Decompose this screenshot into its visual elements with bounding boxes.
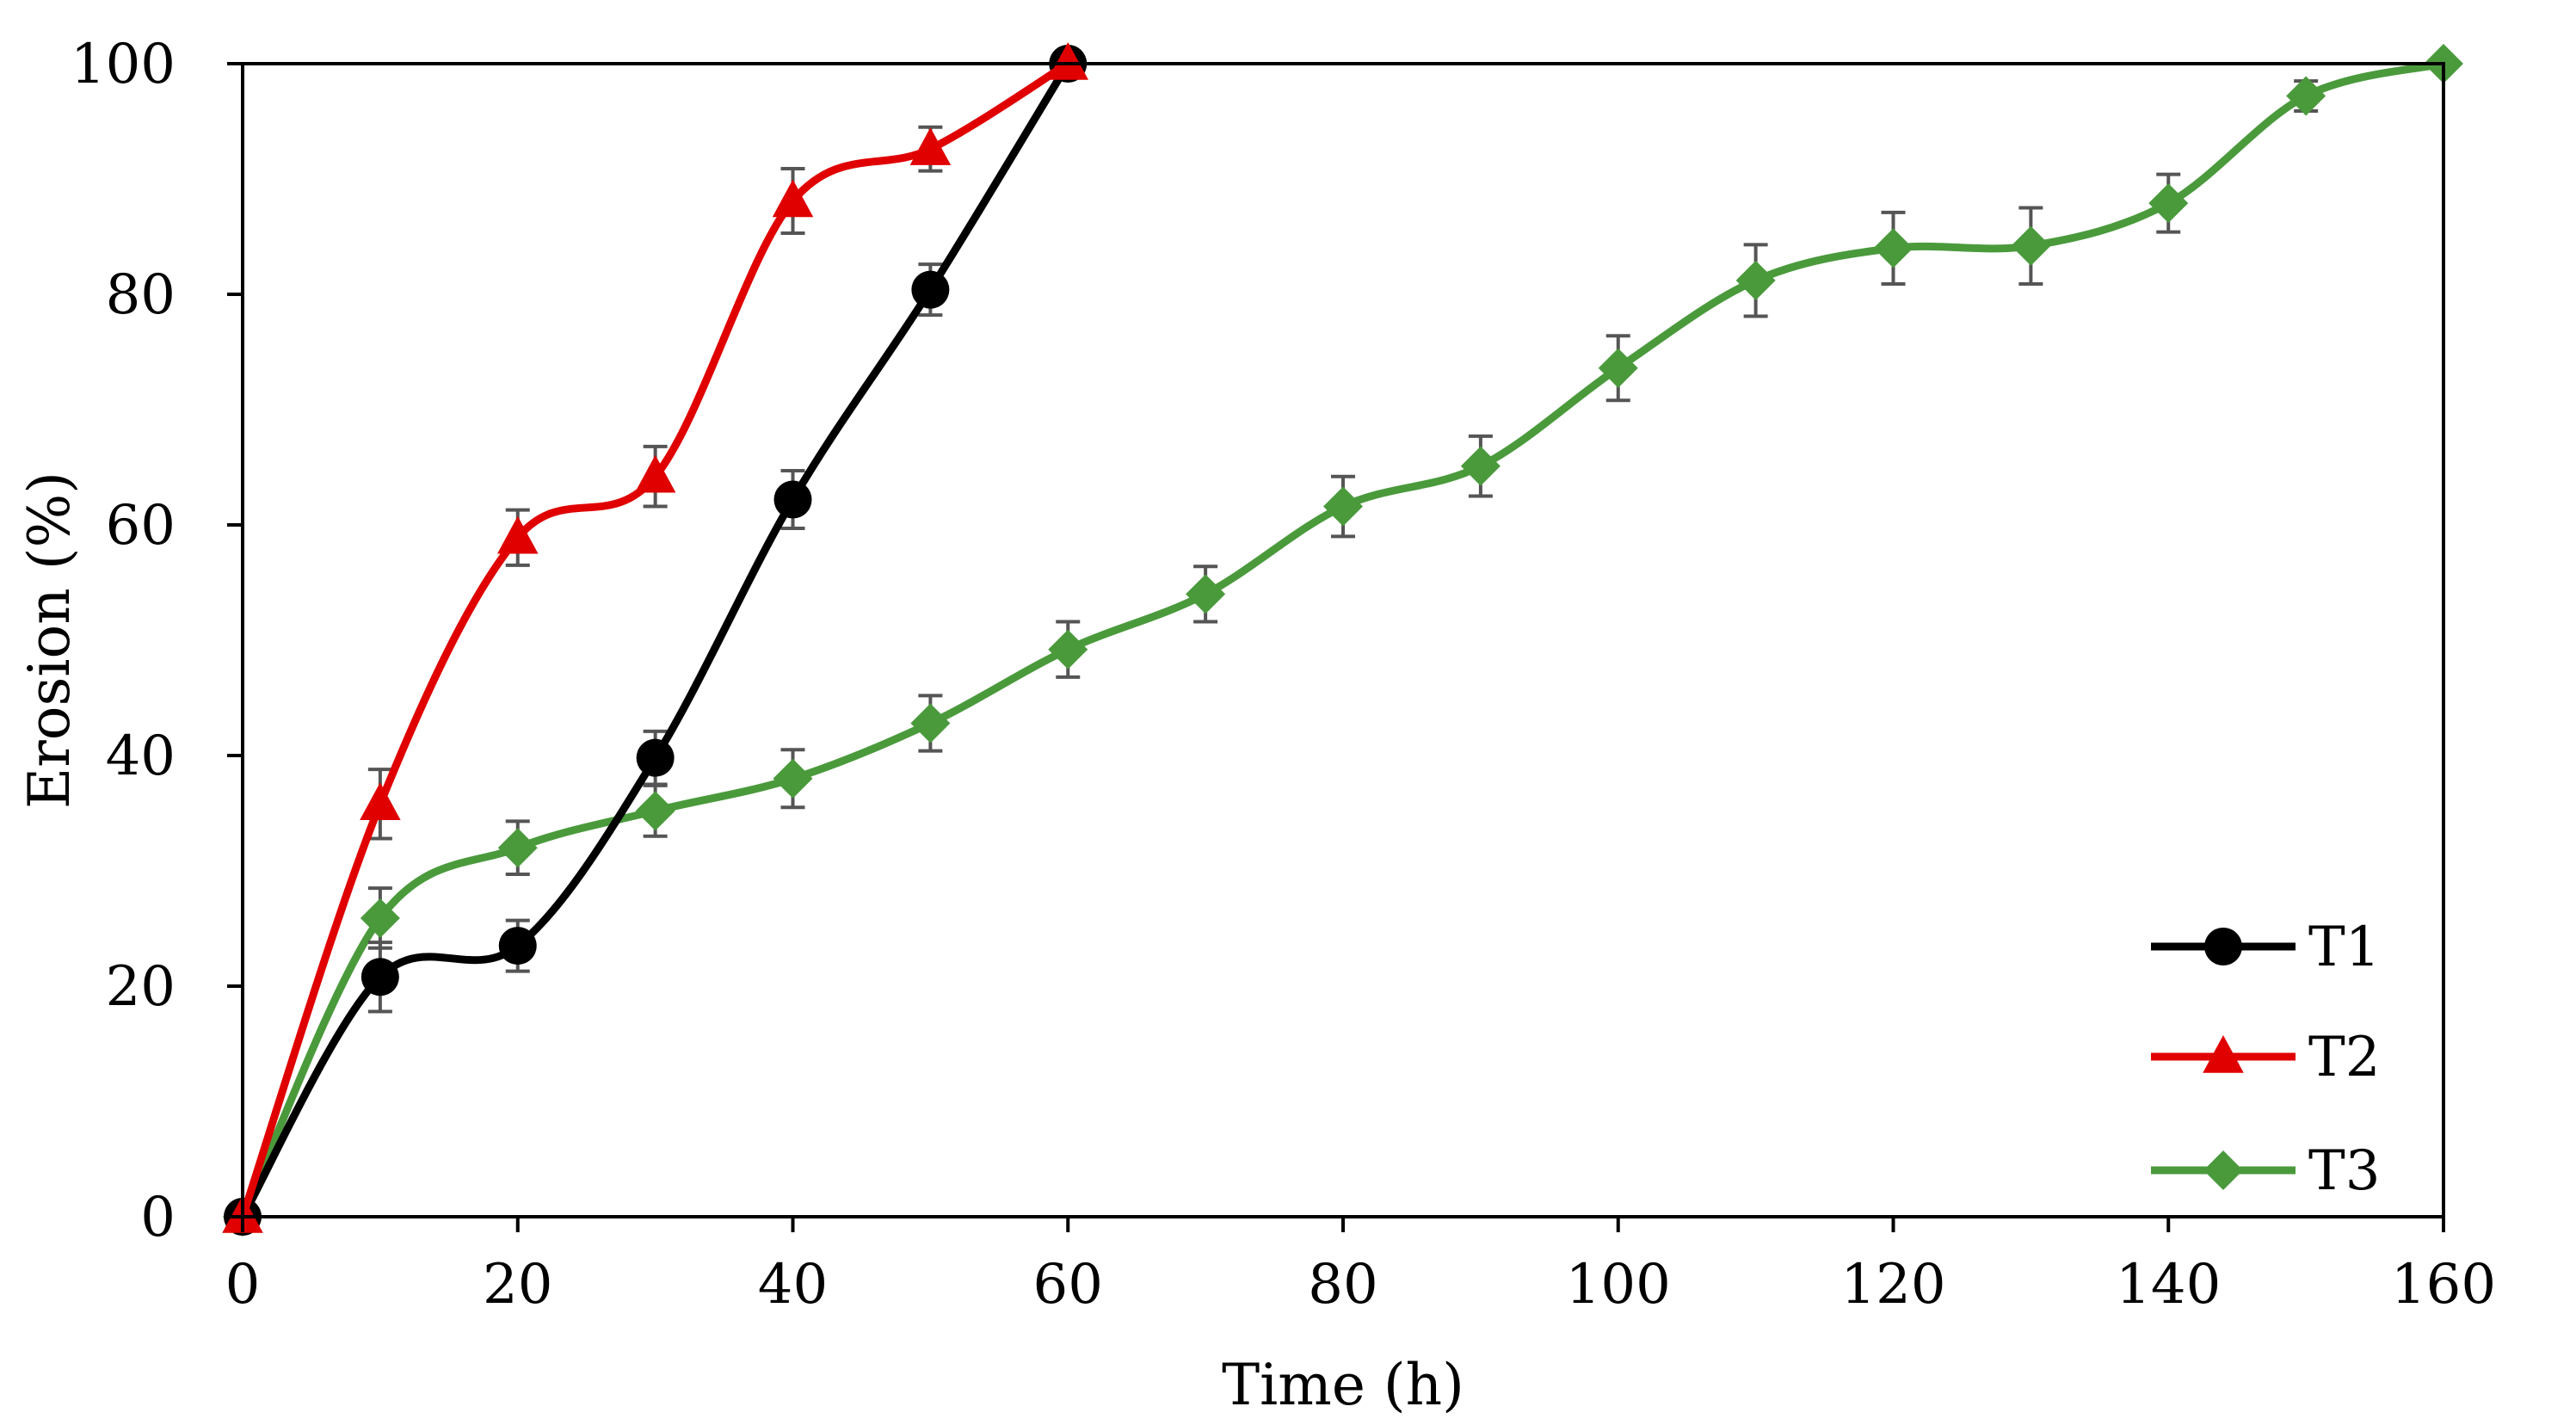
data-point-t3 [2011,225,2051,266]
x-tick-label: 100 [1566,1253,1671,1317]
series-t2 [222,42,1088,1233]
series-line-t2 [238,59,1072,1221]
data-point-t3 [1598,348,1638,388]
x-tick-label: 140 [2116,1253,2221,1317]
data-point-t3 [1873,228,1914,268]
x-tick-label: 120 [1840,1253,1945,1317]
legend-marker-t2 [2203,1035,2244,1073]
data-point-t3 [773,758,813,799]
data-point-t1 [636,738,675,777]
y-axis-label: Erosion (%) [16,472,83,809]
data-point-t3 [360,898,400,938]
data-point-t2 [497,515,539,554]
y-tick-label: 40 [106,725,176,788]
data-point-t3 [497,828,538,868]
x-axis-label: Time (h) [1222,1352,1464,1418]
data-point-t3 [910,703,951,743]
data-point-t2 [634,454,676,493]
legend-label: T3 [2308,1139,2380,1203]
data-point-t3 [1323,486,1363,527]
y-tick-label: 80 [106,263,176,327]
x-tick-label: 60 [1033,1253,1103,1317]
plot-area [222,42,2463,1237]
data-point-t3 [635,791,675,831]
legend-label: T1 [2308,916,2380,979]
data-point-t3 [1186,574,1226,614]
data-point-t2 [360,782,401,821]
legend-marker-t1 [2204,928,2242,965]
legend-item-t3: T3 [2151,1139,2380,1203]
data-point-t1 [773,480,812,519]
data-point-t2 [909,127,952,165]
x-tick-label: 160 [2391,1253,2496,1317]
data-point-t3 [1735,260,1776,300]
data-point-t2 [772,179,814,218]
data-point-t2 [1047,42,1088,80]
data-point-t3 [1460,446,1501,486]
y-tick-label: 20 [106,955,176,1019]
legend-item-t2: T2 [2151,1026,2380,1089]
legend-marker-t3 [2203,1150,2243,1190]
data-point-t3 [2286,76,2326,116]
legend-item-t1: T1 [2151,916,2380,979]
data-point-t3 [2148,183,2189,224]
y-axis-ticks: 0 20 40 60 80 100 [71,33,243,1249]
data-point-t1 [498,927,537,965]
x-tick-label: 40 [758,1253,828,1317]
x-axis-ticks: 0 20 40 60 80 100 120 140 160 [225,1217,2496,1317]
data-point-t3 [1048,629,1088,669]
y-tick-label: 0 [140,1186,176,1249]
series-line-t3 [238,59,2448,1221]
y-tick-label: 100 [71,33,176,96]
y-tick-label: 60 [106,494,176,558]
x-tick-label: 20 [483,1253,552,1317]
data-point-t1 [911,270,950,309]
x-tick-label: 80 [1308,1253,1377,1317]
legend: T1 T2 T3 [2151,916,2380,1203]
legend-label: T2 [2308,1026,2380,1089]
x-tick-label: 0 [225,1253,261,1317]
data-point-t1 [361,958,399,996]
